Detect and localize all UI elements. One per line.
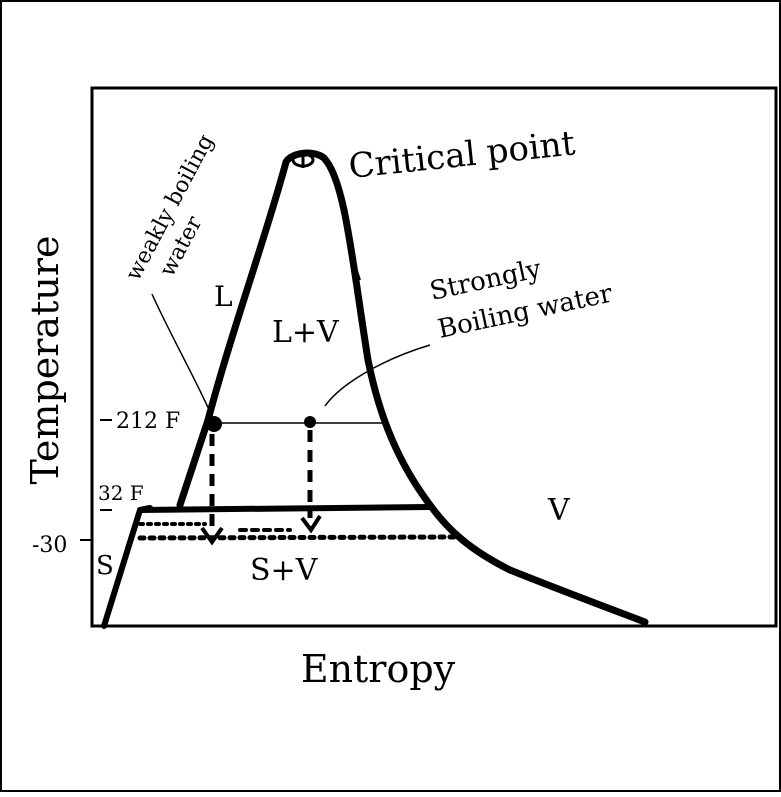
critical-point-label: Critical point [347, 123, 578, 187]
isotherm-minus-30 [137, 534, 458, 541]
strongly-boiling-point [304, 416, 316, 428]
weakly-boiling-arrow [200, 526, 224, 546]
plot-frame [90, 86, 778, 628]
region-liquid-vapor: L+V [272, 315, 340, 350]
tick-label-minus-30: -30 [32, 533, 67, 558]
y-axis-label: Temperature [23, 236, 67, 485]
region-vapor: V [547, 493, 571, 528]
strongly-boiling-arrow [300, 514, 322, 534]
region-liquid: L [214, 280, 233, 313]
triple-line-32f [137, 504, 433, 513]
region-solid-vapor: S+V [250, 553, 319, 588]
saturation-dome [176, 149, 649, 626]
weakly-leader-line [151, 293, 211, 413]
tick-label-212f: 212 F [116, 409, 180, 434]
region-solid: S [96, 551, 114, 581]
x-axis-label: Entropy [301, 647, 456, 691]
strongly-leader-line [324, 344, 431, 407]
tick-label-32f: 32 F [98, 481, 144, 505]
weakly-boiling-point [206, 416, 222, 432]
dome-hatch-mark [353, 261, 361, 281]
